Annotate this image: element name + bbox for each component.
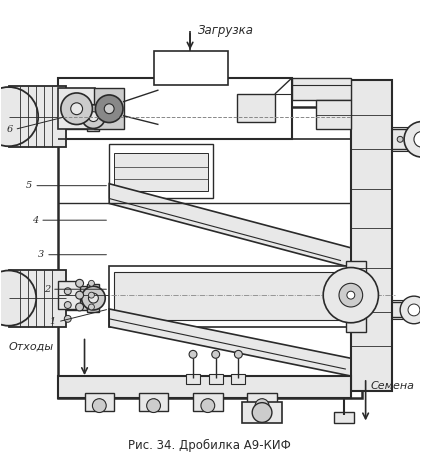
- Bar: [392, 127, 410, 151]
- Bar: [88, 102, 99, 132]
- Circle shape: [0, 271, 36, 326]
- Circle shape: [64, 288, 71, 295]
- Text: 1: 1: [50, 317, 56, 326]
- Circle shape: [252, 402, 272, 423]
- Polygon shape: [109, 184, 351, 268]
- Circle shape: [61, 93, 92, 124]
- Bar: [351, 80, 392, 391]
- Circle shape: [404, 122, 425, 157]
- Bar: [334, 411, 354, 424]
- Bar: [88, 284, 99, 312]
- Bar: [238, 94, 275, 122]
- Bar: [193, 393, 223, 410]
- Text: Семена: Семена: [371, 381, 414, 391]
- Bar: [232, 374, 245, 384]
- Bar: [58, 376, 351, 398]
- Circle shape: [255, 399, 269, 412]
- Bar: [186, 374, 200, 384]
- Circle shape: [339, 283, 363, 307]
- Circle shape: [64, 301, 71, 308]
- Circle shape: [76, 291, 84, 299]
- Text: Отходы: Отходы: [8, 342, 54, 351]
- Circle shape: [88, 280, 94, 286]
- Bar: [114, 153, 208, 190]
- Circle shape: [64, 315, 71, 322]
- Circle shape: [88, 293, 98, 303]
- Bar: [58, 281, 79, 309]
- Circle shape: [408, 304, 420, 316]
- Bar: [346, 261, 366, 332]
- Bar: [153, 51, 227, 85]
- Bar: [292, 78, 351, 100]
- Circle shape: [82, 105, 105, 129]
- Circle shape: [92, 399, 106, 412]
- Bar: [114, 272, 346, 320]
- Text: 5: 5: [26, 181, 32, 190]
- Bar: [139, 393, 168, 410]
- Text: Рис. 34. Дробилка А9-КИФ: Рис. 34. Дробилка А9-КИФ: [128, 439, 291, 452]
- Circle shape: [414, 132, 425, 147]
- Circle shape: [71, 103, 82, 115]
- Bar: [85, 393, 114, 410]
- Bar: [8, 86, 66, 147]
- Bar: [247, 393, 277, 410]
- Circle shape: [88, 112, 98, 122]
- Bar: [109, 265, 351, 327]
- Circle shape: [0, 87, 38, 146]
- Circle shape: [212, 351, 220, 358]
- Bar: [316, 100, 351, 130]
- Text: 4: 4: [32, 216, 38, 225]
- Bar: [58, 88, 95, 130]
- Bar: [109, 144, 213, 198]
- Circle shape: [76, 303, 84, 311]
- Text: 2: 2: [44, 285, 50, 294]
- Circle shape: [347, 291, 355, 299]
- Bar: [58, 78, 292, 139]
- Polygon shape: [109, 309, 351, 376]
- Text: 6: 6: [6, 125, 12, 134]
- Text: 3: 3: [38, 250, 44, 259]
- Circle shape: [76, 279, 84, 287]
- Circle shape: [104, 104, 114, 114]
- Circle shape: [400, 296, 425, 324]
- Text: Загрузка: Загрузка: [198, 24, 254, 37]
- Circle shape: [95, 95, 123, 123]
- Bar: [66, 104, 88, 130]
- Circle shape: [82, 286, 105, 310]
- Bar: [242, 402, 282, 424]
- Circle shape: [323, 268, 378, 323]
- Circle shape: [88, 292, 94, 298]
- Bar: [392, 300, 406, 319]
- Circle shape: [201, 399, 215, 412]
- Circle shape: [147, 399, 161, 412]
- Circle shape: [235, 351, 242, 358]
- Bar: [209, 374, 223, 384]
- Bar: [66, 286, 88, 310]
- Bar: [94, 88, 124, 130]
- Circle shape: [88, 304, 94, 310]
- Bar: [58, 107, 362, 398]
- Circle shape: [189, 351, 197, 358]
- Bar: [8, 270, 66, 327]
- Circle shape: [397, 136, 403, 142]
